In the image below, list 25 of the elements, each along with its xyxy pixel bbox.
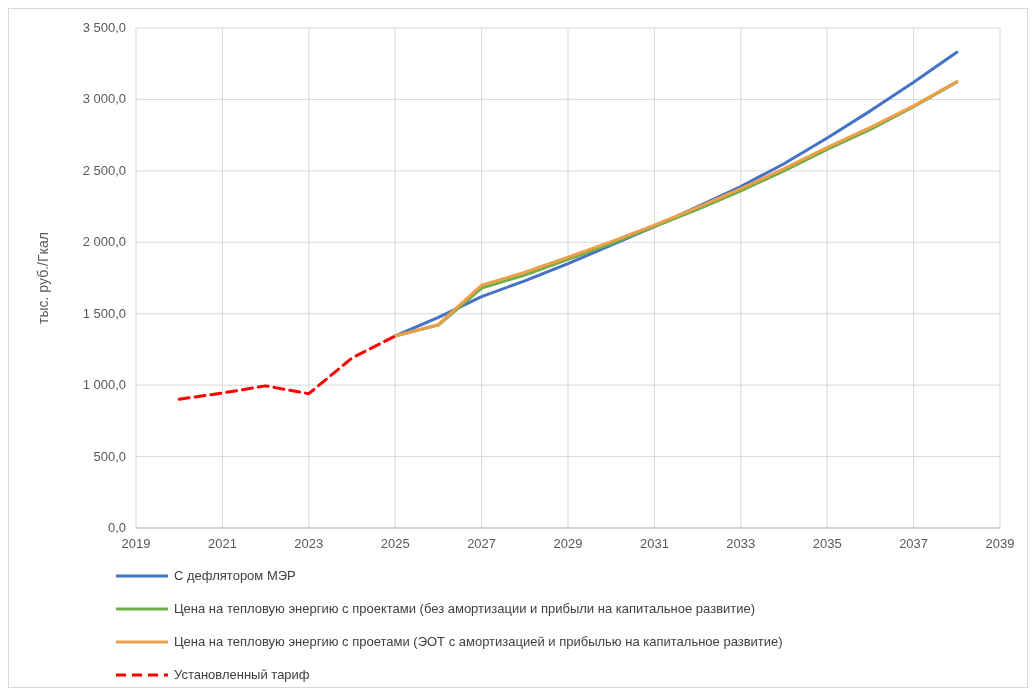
- legend-label: С дефлятором МЭР: [174, 568, 296, 583]
- y-tick-label: 3 500,0: [82, 20, 126, 35]
- legend-label: Цена на тепловую энергию с проетами (ЭОТ с амортизацией и прибылью на капитальное развитие): [174, 634, 783, 649]
- x-tick-label: 2033: [726, 536, 756, 551]
- y-tick-label: 3 000,0: [82, 91, 126, 107]
- x-tick-label: 2029: [553, 536, 583, 551]
- y-tick-label: 2 000,0: [82, 234, 126, 250]
- y-tick-label: 1 500,0: [82, 305, 126, 321]
- legend-label: Установленный тариф: [174, 667, 310, 682]
- x-tick-label: 2039: [985, 536, 1015, 551]
- x-tick-label: 2027: [467, 536, 497, 551]
- x-tick-label: 2037: [899, 536, 929, 551]
- y-tick-label: 500,0: [93, 448, 126, 464]
- y-tick-label: 1 000,0: [82, 377, 126, 393]
- y-tick-label: 0,0: [107, 520, 126, 535]
- y-axis-title: тыс. руб./Гкал: [35, 232, 51, 324]
- x-tick-label: 2023: [294, 536, 324, 551]
- x-tick-label: 2021: [207, 536, 237, 551]
- x-tick-label: 2025: [380, 536, 410, 551]
- x-tick-label: 2019: [121, 536, 151, 551]
- x-tick-label: 2031: [639, 536, 669, 551]
- x-tick-label: 2035: [812, 536, 842, 551]
- y-tick-label: 2 500,0: [82, 162, 126, 178]
- legend-label: Цена на тепловую энергию с проектами (без амортизации и прибыли на капитальное развитие): [174, 601, 756, 616]
- line-series: [177, 334, 397, 401]
